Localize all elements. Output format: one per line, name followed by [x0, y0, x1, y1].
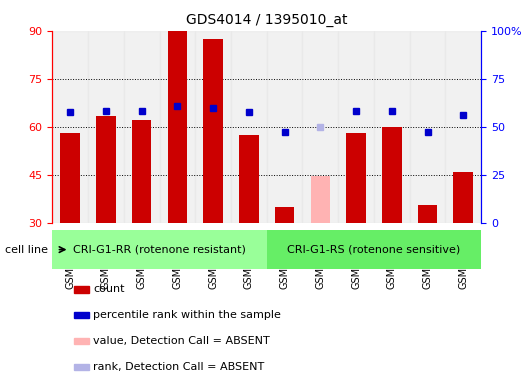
- Bar: [446, 31, 481, 223]
- Bar: [52, 230, 267, 269]
- Bar: [195, 31, 231, 223]
- Bar: [453, 172, 473, 223]
- Bar: [275, 207, 294, 223]
- Bar: [74, 364, 89, 370]
- Bar: [239, 135, 259, 223]
- Bar: [167, 31, 187, 223]
- Text: count: count: [93, 285, 124, 295]
- Title: GDS4014 / 1395010_at: GDS4014 / 1395010_at: [186, 13, 347, 27]
- Bar: [132, 120, 152, 223]
- Bar: [203, 39, 223, 223]
- Bar: [60, 133, 80, 223]
- Bar: [160, 31, 195, 223]
- Text: CRI-G1-RS (rotenone sensitive): CRI-G1-RS (rotenone sensitive): [287, 245, 461, 255]
- Text: CRI-G1-RR (rotenone resistant): CRI-G1-RR (rotenone resistant): [73, 245, 246, 255]
- Text: percentile rank within the sample: percentile rank within the sample: [93, 310, 281, 320]
- Bar: [124, 31, 160, 223]
- Bar: [338, 31, 374, 223]
- Bar: [346, 133, 366, 223]
- Bar: [74, 312, 89, 318]
- Bar: [382, 127, 402, 223]
- Text: value, Detection Call = ABSENT: value, Detection Call = ABSENT: [93, 336, 270, 346]
- Bar: [302, 31, 338, 223]
- Bar: [88, 31, 124, 223]
- Bar: [267, 230, 481, 269]
- Bar: [231, 31, 267, 223]
- Bar: [374, 31, 410, 223]
- Bar: [410, 31, 446, 223]
- Bar: [74, 338, 89, 344]
- Bar: [311, 176, 330, 223]
- Bar: [418, 205, 437, 223]
- Text: cell line: cell line: [5, 245, 48, 255]
- Text: rank, Detection Call = ABSENT: rank, Detection Call = ABSENT: [93, 362, 264, 372]
- Bar: [52, 31, 88, 223]
- Bar: [267, 31, 302, 223]
- Bar: [74, 286, 89, 293]
- Bar: [96, 116, 116, 223]
